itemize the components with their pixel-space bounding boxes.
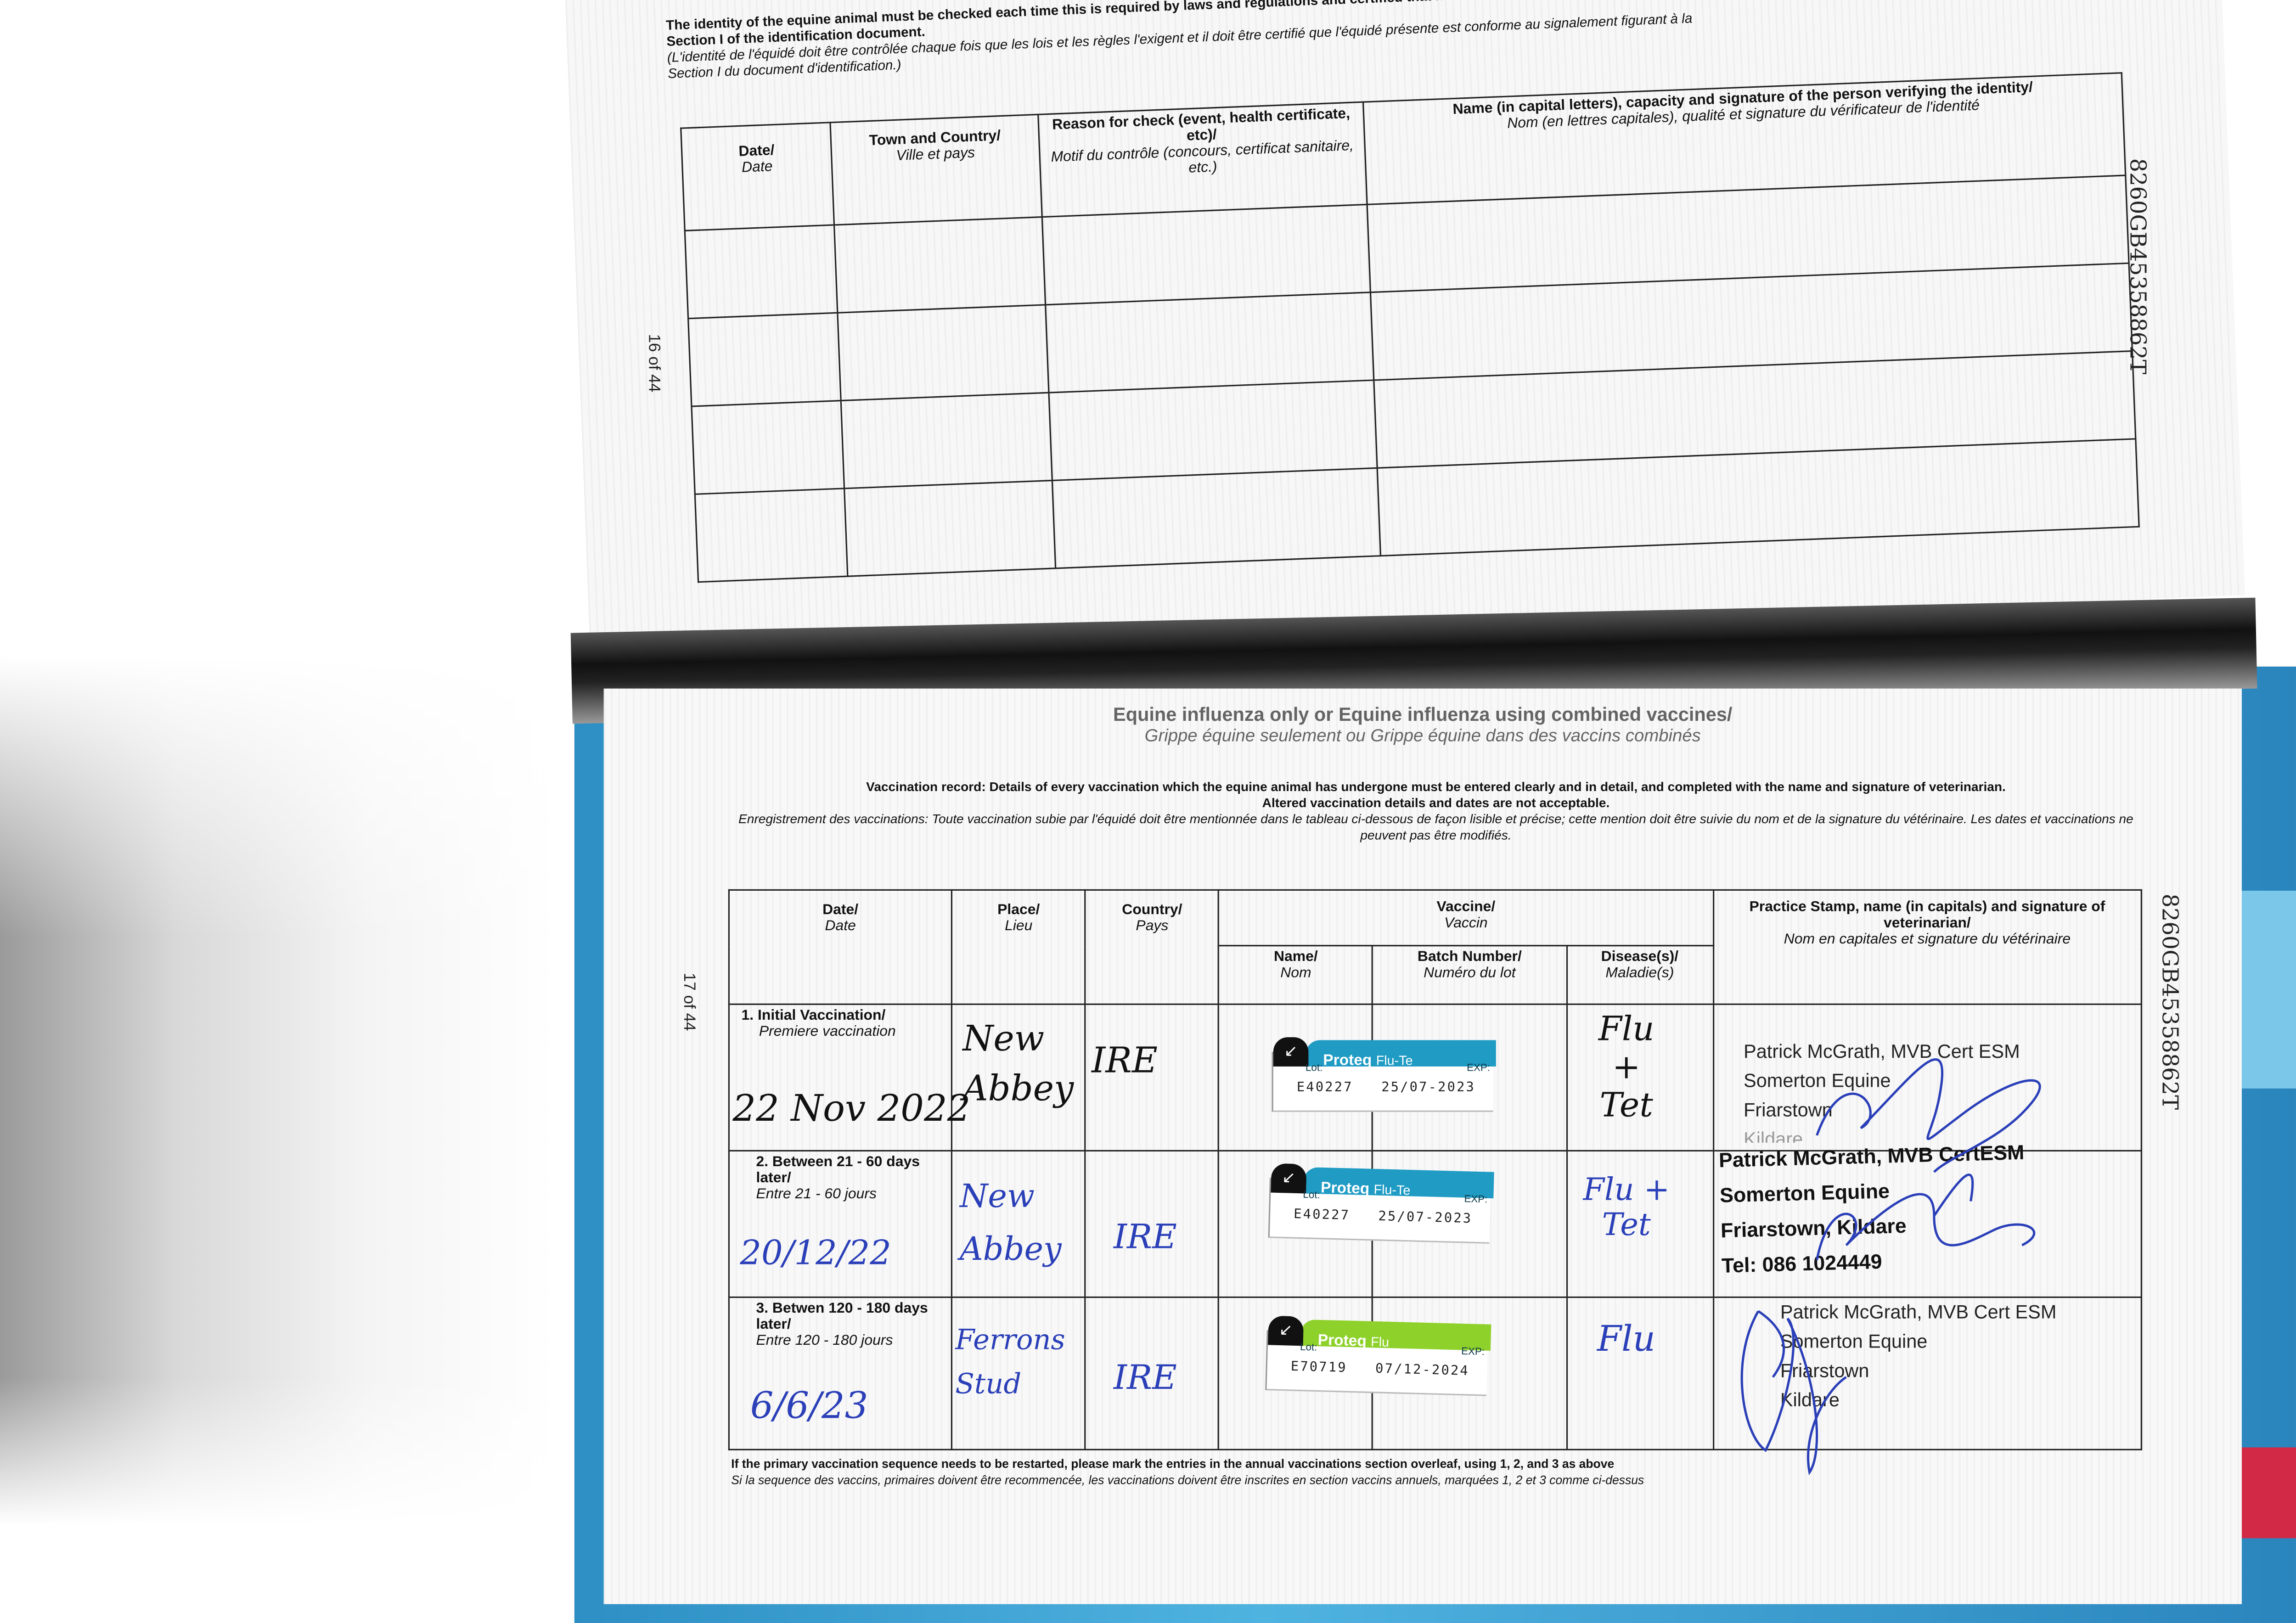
- arrow-icon: ↙: [1273, 1037, 1309, 1067]
- batch-number: E40227: [1296, 1081, 1353, 1096]
- signature-3: [1740, 1310, 1847, 1476]
- row1-date: 22 Nov 2022: [732, 1087, 971, 1130]
- vaccine-sticker-1: ↙ Proteq Flu-Te Lot: EXP: E40227 25/07-20…: [1272, 1037, 1496, 1112]
- section-title-fr: Grippe équine seulement ou Grippe équine…: [1144, 725, 1701, 746]
- row1-place: New Abbey: [962, 1018, 1074, 1109]
- passport-number-bottom: 8260GB45358862T: [2156, 893, 2183, 1110]
- section-title-en: Equine influenza only or Equine influenz…: [1113, 703, 1733, 725]
- row3-date: 6/6/23: [750, 1384, 868, 1427]
- table-row: 1. Initial Vaccination/Premiere vaccinat…: [728, 1003, 2142, 1151]
- row1-country: IRE: [1092, 1040, 1158, 1081]
- row3-place: Ferrons Stud: [955, 1324, 1065, 1401]
- col-batch: Batch Number/Numéro du lot: [1372, 945, 1567, 1005]
- col-disease: Disease(s)/Maladie(s): [1565, 945, 1714, 1005]
- col-country: Country/Pays: [1084, 889, 1220, 1005]
- col-vaccine-name: Name/Nom: [1218, 945, 1374, 1005]
- row2-place: New Abbey: [959, 1179, 1062, 1269]
- vet-stamp-1: Patrick McGrath, MVB Cert ESM Somerton Eq…: [1744, 1040, 2020, 1143]
- row3-disease: Flu: [1597, 1318, 1655, 1360]
- footer-note-en: If the primary vaccination sequence need…: [731, 1456, 1615, 1471]
- vaccination-intro-en: Vaccination record: Details of every vac…: [866, 779, 2006, 794]
- page-number-17: 17 of 44: [680, 972, 698, 1031]
- row2-date: 20/12/22: [740, 1235, 892, 1273]
- col-vaccine: Vaccine/Vaccin: [1218, 889, 1714, 947]
- table-row: 2. Between 21 - 60 days later/Entre 21 -…: [728, 1150, 2142, 1298]
- signature-1: [1816, 1058, 2041, 1173]
- vaccination-intro-fr: Enregistrement des vaccinations: Toute v…: [738, 811, 2133, 842]
- footer-note-fr: Si la sequence des vaccins, primaires do…: [731, 1472, 1644, 1487]
- sticker-band: [1306, 1040, 1496, 1067]
- cover-tab: [2237, 891, 2296, 1089]
- signature-2: [1816, 1174, 2036, 1260]
- col-place: Place/Lieu: [951, 889, 1086, 1005]
- row2-country: IRE: [1114, 1219, 1177, 1257]
- vet-stamp-3: Patrick McGrath, MVB Cert ESM Somerton Eq…: [1780, 1301, 2057, 1411]
- expiry-date: 25/07-2023: [1381, 1081, 1476, 1096]
- vaccination-intro-en-2: Altered vaccination details and dates ar…: [1262, 795, 1610, 810]
- col-practice: Practice Stamp, name (in capitals) and s…: [1712, 889, 2142, 1005]
- vaccination-table: Date/Date Place/Lieu Country/Pays Vaccin…: [728, 889, 2142, 1450]
- row2-disease: Flu + Tet: [1583, 1172, 1670, 1242]
- row1-disease: Flu + Tet: [1598, 1011, 1654, 1125]
- col-date: Date/Date: [728, 889, 953, 1005]
- row3-country: IRE: [1114, 1359, 1177, 1398]
